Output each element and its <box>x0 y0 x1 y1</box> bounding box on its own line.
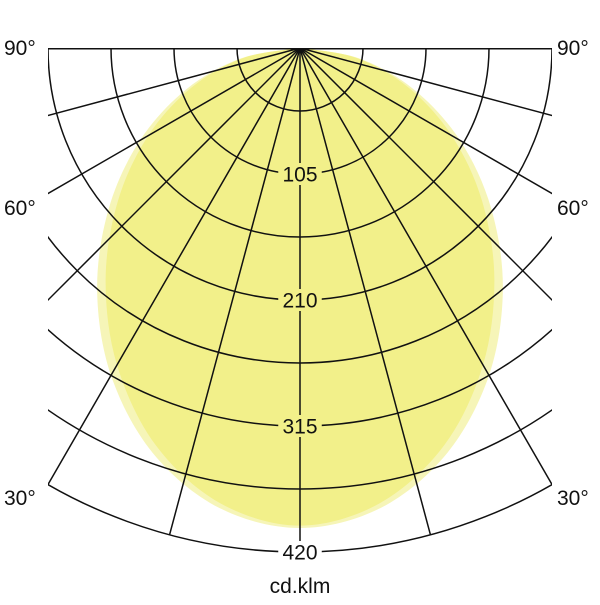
grid-spoke <box>48 48 301 485</box>
angle-tick-labels: 90° 90° 60° 60° 30° 30° <box>4 37 589 510</box>
polar-grid <box>48 48 552 553</box>
grid-spoke <box>299 48 432 536</box>
grid-spoke <box>48 48 301 117</box>
angle-label-right: 60° <box>557 197 589 220</box>
grid-spoke <box>299 48 552 195</box>
radial-tick-label: 420 <box>282 542 317 565</box>
angle-label-right: 30° <box>557 487 589 510</box>
radial-tick-label: 210 <box>282 290 317 313</box>
grid-spoke <box>48 48 301 195</box>
angle-label-left: 60° <box>4 197 36 220</box>
angle-label-left: 30° <box>4 487 36 510</box>
angle-label-right: 90° <box>557 37 589 60</box>
radial-tick-label: 105 <box>282 164 317 187</box>
grid-spoke <box>299 48 552 485</box>
radial-tick-label: 315 <box>282 416 317 439</box>
unit-label: cd.klm <box>270 575 331 598</box>
grid-spoke <box>299 48 552 117</box>
grid-spoke <box>168 48 301 536</box>
grid-spoke <box>48 48 301 302</box>
grid-spoke <box>299 48 552 302</box>
radial-tick-labels: 105 210 315 420 <box>282 164 317 565</box>
angle-label-left: 90° <box>4 37 36 60</box>
